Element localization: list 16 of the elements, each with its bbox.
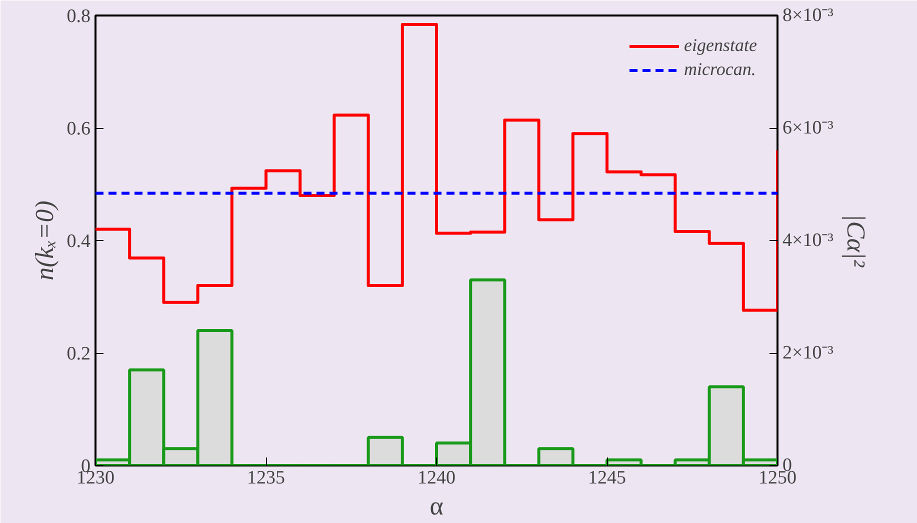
y2-tick-label: 2×10⁻³	[782, 342, 834, 364]
y-tick-label: 0.4	[66, 231, 91, 252]
y2-axis-title: |Cα|²	[841, 214, 870, 268]
x-axis-title: α	[430, 492, 444, 520]
legend-label: microcan.	[684, 59, 756, 80]
y2-tick-label: 8×10⁻³	[782, 5, 834, 26]
y-tick-label: 0.6	[66, 118, 90, 140]
x-tick-label: 1235	[247, 468, 285, 488]
legend-label: eigenstate	[684, 35, 757, 56]
y-tick-label: 0.2	[66, 344, 90, 364]
y2-tick-label: 6×10⁻³	[782, 118, 834, 138]
y-axis-title: n(kₓ=0)	[30, 200, 59, 280]
y-tick-label: 0.8	[66, 6, 90, 27]
x-tick-label: 1245	[588, 468, 626, 488]
x-tick-label: 1240	[418, 468, 456, 488]
y2-tick-label: 4×10⁻³	[782, 230, 834, 251]
